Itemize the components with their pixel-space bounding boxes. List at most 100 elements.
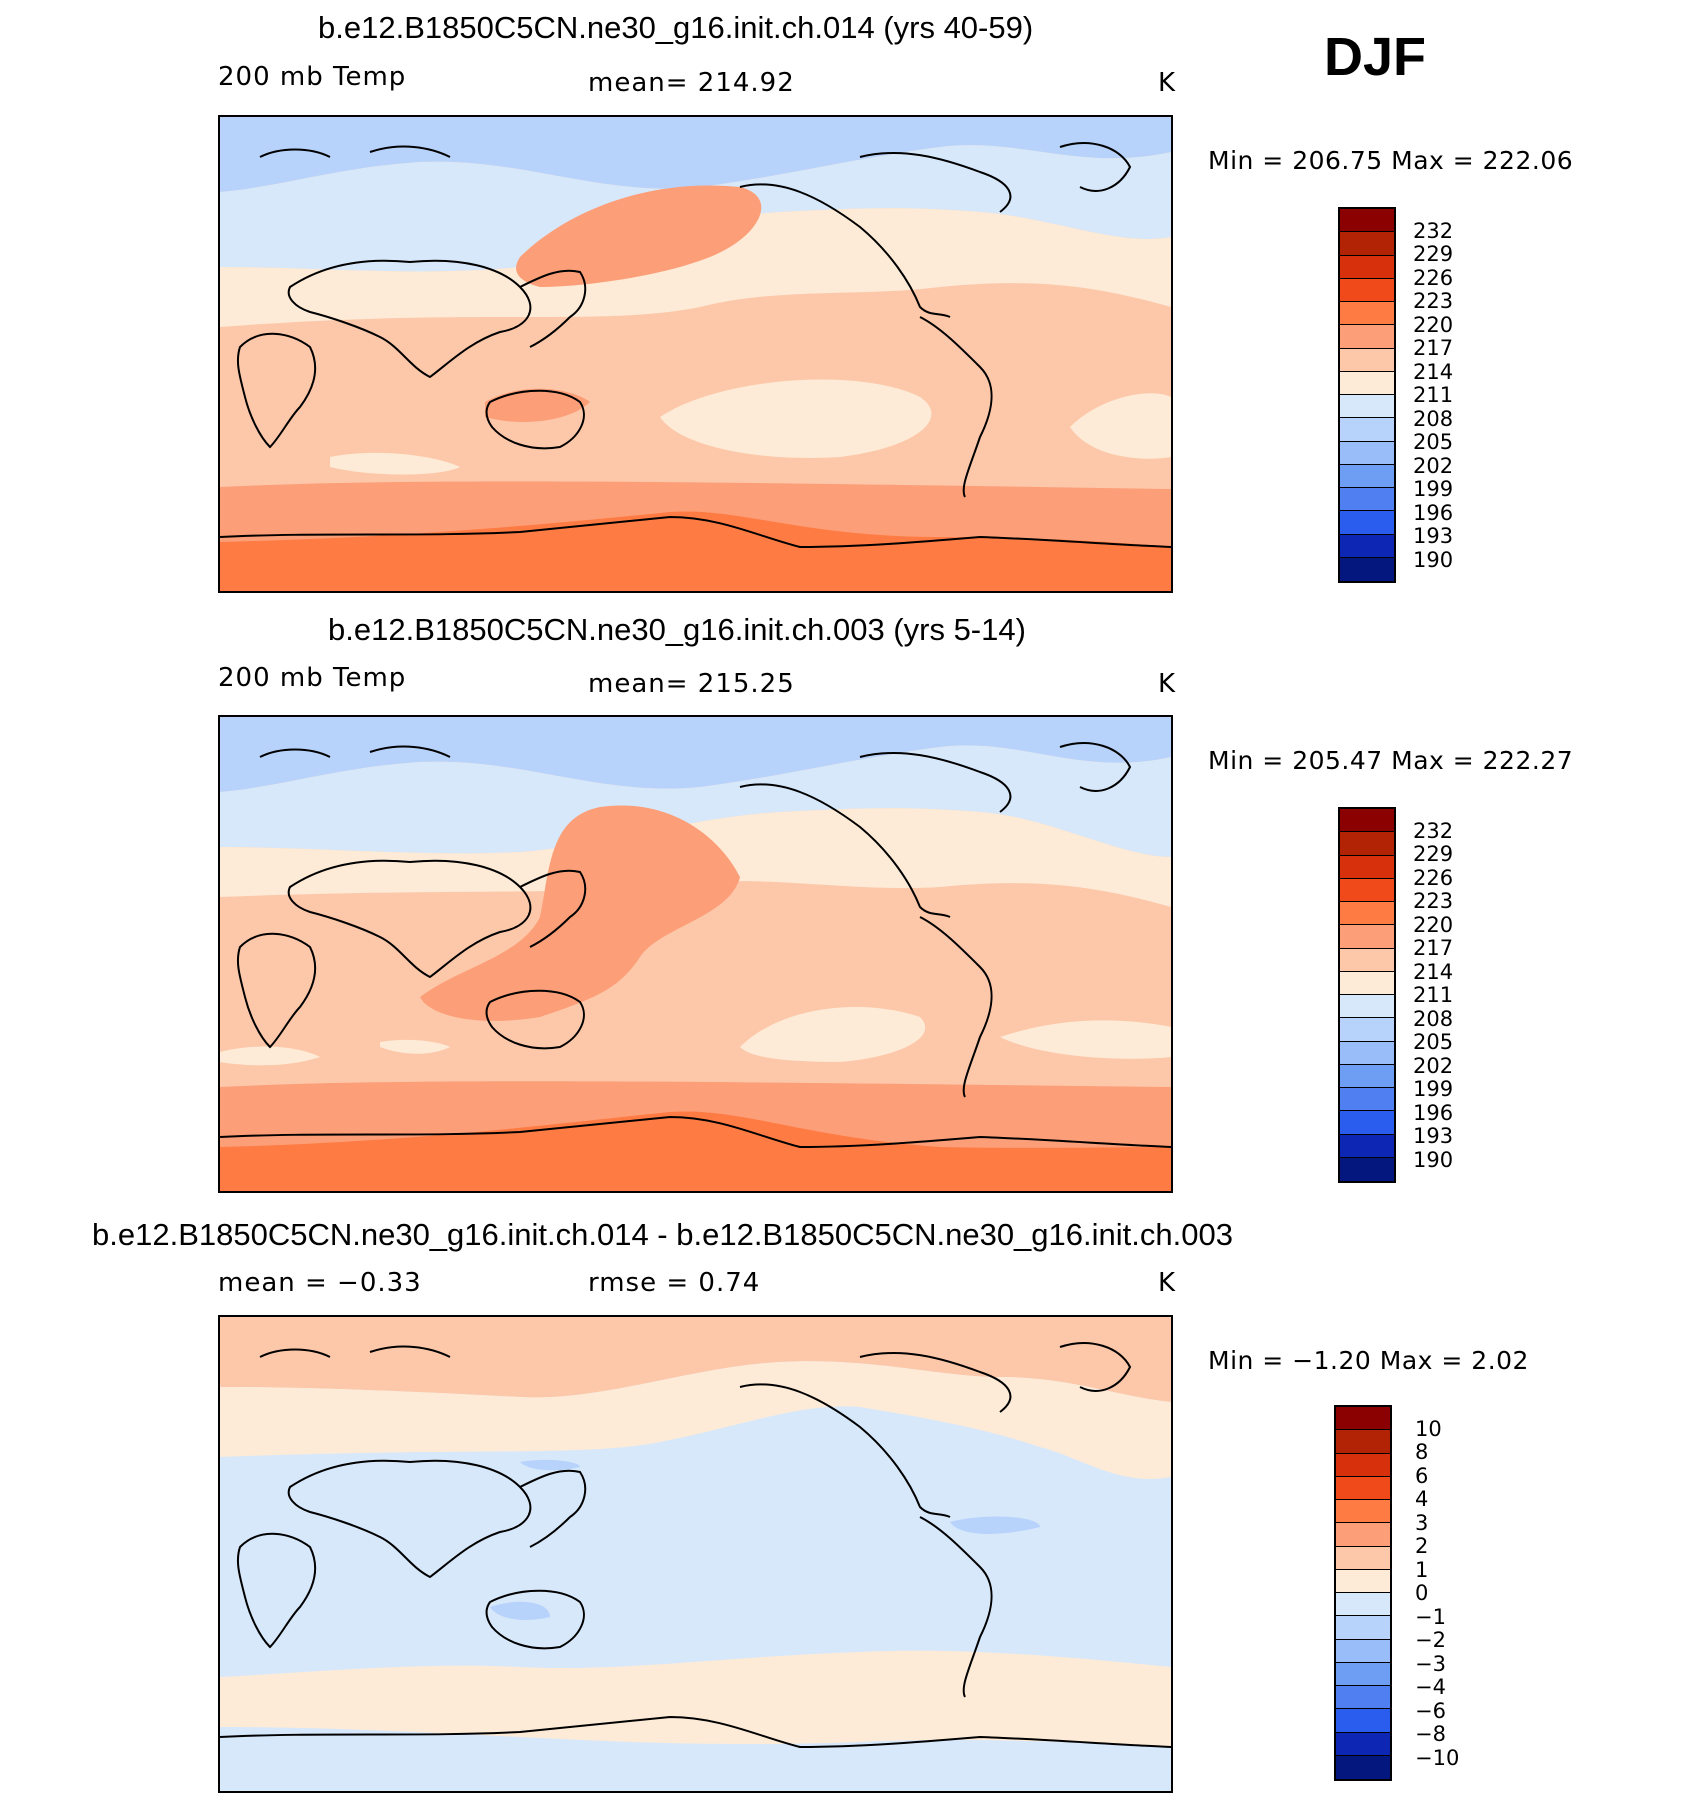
colorbar-box bbox=[1340, 395, 1394, 419]
colorbar-box bbox=[1336, 1709, 1390, 1733]
panel-1-colorbar-label: 202 bbox=[1413, 454, 1454, 478]
panel-3-colorbar-label: −10 bbox=[1415, 1746, 1460, 1770]
panel-2-colorbar-label: 208 bbox=[1413, 1007, 1454, 1031]
colorbar-box bbox=[1340, 278, 1394, 302]
panel-1-colorbar-label: 226 bbox=[1413, 266, 1454, 290]
colorbar-box bbox=[1340, 971, 1394, 995]
colorbar-box bbox=[1340, 534, 1394, 558]
panel-1-colorbar-label: 211 bbox=[1413, 383, 1454, 407]
panel-3-colorbar-label: −3 bbox=[1415, 1652, 1446, 1676]
panel-2-colorbar-label: 220 bbox=[1413, 913, 1454, 937]
colorbar-box bbox=[1340, 557, 1394, 581]
colorbar-box bbox=[1340, 488, 1394, 512]
panel-1-colorbar-label: 223 bbox=[1413, 289, 1454, 313]
panel-2-colorbar-label: 229 bbox=[1413, 842, 1454, 866]
panel-2-colorbar-label: 196 bbox=[1413, 1101, 1454, 1125]
panel-1-colorbar-label: 214 bbox=[1413, 360, 1454, 384]
colorbar-box bbox=[1336, 1616, 1390, 1640]
panel-2-colorbar-label: 232 bbox=[1413, 819, 1454, 843]
panel-2-colorbar-label: 193 bbox=[1413, 1124, 1454, 1148]
colorbar-box bbox=[1340, 925, 1394, 949]
panel-1-colorbar-label: 190 bbox=[1413, 548, 1454, 572]
panel-1-units: K bbox=[1158, 68, 1177, 98]
panel-3-colorbar-label: −8 bbox=[1415, 1722, 1446, 1746]
colorbar-box bbox=[1340, 511, 1394, 535]
colorbar-box bbox=[1340, 1157, 1394, 1181]
colorbar-box bbox=[1340, 1111, 1394, 1135]
world-map-temperature-field-icon bbox=[220, 117, 1171, 591]
colorbar-box bbox=[1340, 809, 1394, 833]
panel-1-mean-label: mean= 214.92 bbox=[588, 68, 795, 98]
panel-1-minmax: Min = 206.75 Max = 222.06 bbox=[1208, 146, 1574, 175]
colorbar-box bbox=[1340, 464, 1394, 488]
panel-3-colorbar-label: 6 bbox=[1415, 1464, 1429, 1488]
panel-3-colorbar-label: 4 bbox=[1415, 1487, 1429, 1511]
panel-3-colorbar-label: 8 bbox=[1415, 1440, 1429, 1464]
panel-2-colorbar-label: 205 bbox=[1413, 1030, 1454, 1054]
panel-2-colorbar-label: 202 bbox=[1413, 1054, 1454, 1078]
world-map-temperature-field-icon bbox=[220, 717, 1171, 1191]
colorbar-box bbox=[1336, 1523, 1390, 1547]
colorbar-box bbox=[1340, 902, 1394, 926]
colorbar-box bbox=[1336, 1662, 1390, 1686]
panel-2-colorbar-label: 199 bbox=[1413, 1077, 1454, 1101]
colorbar-box bbox=[1340, 1041, 1394, 1065]
panel-3-minmax: Min = −1.20 Max = 2.02 bbox=[1208, 1346, 1529, 1375]
colorbar-box bbox=[1340, 302, 1394, 326]
colorbar-box bbox=[1336, 1686, 1390, 1710]
panel-3-colorbar-label: 2 bbox=[1415, 1534, 1429, 1558]
world-map-difference-field-icon bbox=[220, 1317, 1171, 1791]
panel-1-colorbar-label: 205 bbox=[1413, 430, 1454, 454]
panel-2-colorbar-label: 190 bbox=[1413, 1148, 1454, 1172]
colorbar-box bbox=[1340, 348, 1394, 372]
panel-3-colorbar bbox=[1334, 1405, 1392, 1781]
colorbar-box bbox=[1336, 1732, 1390, 1756]
panel-1-colorbar-label: 232 bbox=[1413, 219, 1454, 243]
panel-1-colorbar bbox=[1338, 207, 1396, 583]
panel-1-colorbar-label: 193 bbox=[1413, 524, 1454, 548]
colorbar-box bbox=[1340, 325, 1394, 349]
panel-3-title: b.e12.B1850C5CN.ne30_g16.init.ch.014 - b… bbox=[92, 1217, 1233, 1252]
colorbar-box bbox=[1336, 1500, 1390, 1524]
panel-1-colorbar-label: 196 bbox=[1413, 501, 1454, 525]
panel-2-minmax: Min = 205.47 Max = 222.27 bbox=[1208, 746, 1574, 775]
panel-2-map bbox=[218, 715, 1173, 1193]
panel-2-colorbar-label: 217 bbox=[1413, 936, 1454, 960]
panel-2-colorbar-label: 211 bbox=[1413, 983, 1454, 1007]
colorbar-box bbox=[1340, 1134, 1394, 1158]
panel-1-colorbar-label: 217 bbox=[1413, 336, 1454, 360]
panel-1-title: b.e12.B1850C5CN.ne30_g16.init.ch.014 (yr… bbox=[318, 10, 1034, 45]
colorbar-box bbox=[1340, 209, 1394, 233]
season-label: DJF bbox=[1324, 27, 1427, 87]
colorbar-box bbox=[1336, 1639, 1390, 1663]
panel-2-colorbar-label: 223 bbox=[1413, 889, 1454, 913]
panel-3-units: K bbox=[1158, 1268, 1177, 1298]
colorbar-box bbox=[1336, 1453, 1390, 1477]
colorbar-box bbox=[1340, 255, 1394, 279]
panel-2-variable-label: 200 mb Temp bbox=[218, 663, 407, 693]
colorbar-box bbox=[1340, 832, 1394, 856]
colorbar-box bbox=[1340, 995, 1394, 1019]
colorbar-box bbox=[1340, 232, 1394, 256]
panel-3-colorbar-label: −4 bbox=[1415, 1675, 1446, 1699]
panel-3-map bbox=[218, 1315, 1173, 1793]
panel-3-colorbar-label: −6 bbox=[1415, 1699, 1446, 1723]
colorbar-box bbox=[1340, 878, 1394, 902]
colorbar-box bbox=[1336, 1546, 1390, 1570]
panel-1-colorbar-label: 229 bbox=[1413, 242, 1454, 266]
panel-3-colorbar-label: 3 bbox=[1415, 1511, 1429, 1535]
colorbar-box bbox=[1340, 441, 1394, 465]
panel-3-colorbar-label: −1 bbox=[1415, 1605, 1446, 1629]
panel-2-title: b.e12.B1850C5CN.ne30_g16.init.ch.003 (yr… bbox=[328, 612, 1026, 647]
colorbar-box bbox=[1340, 1064, 1394, 1088]
panel-3-mean-label: mean = −0.33 bbox=[218, 1268, 422, 1298]
colorbar-box bbox=[1336, 1593, 1390, 1617]
colorbar-box bbox=[1336, 1430, 1390, 1454]
colorbar-box bbox=[1336, 1476, 1390, 1500]
colorbar-box bbox=[1340, 855, 1394, 879]
panel-1-variable-label: 200 mb Temp bbox=[218, 62, 407, 92]
panel-2-units: K bbox=[1158, 669, 1177, 699]
panel-3-colorbar-label: 10 bbox=[1415, 1417, 1442, 1441]
panel-3-colorbar-label: 0 bbox=[1415, 1581, 1429, 1605]
panel-2-colorbar-label: 226 bbox=[1413, 866, 1454, 890]
